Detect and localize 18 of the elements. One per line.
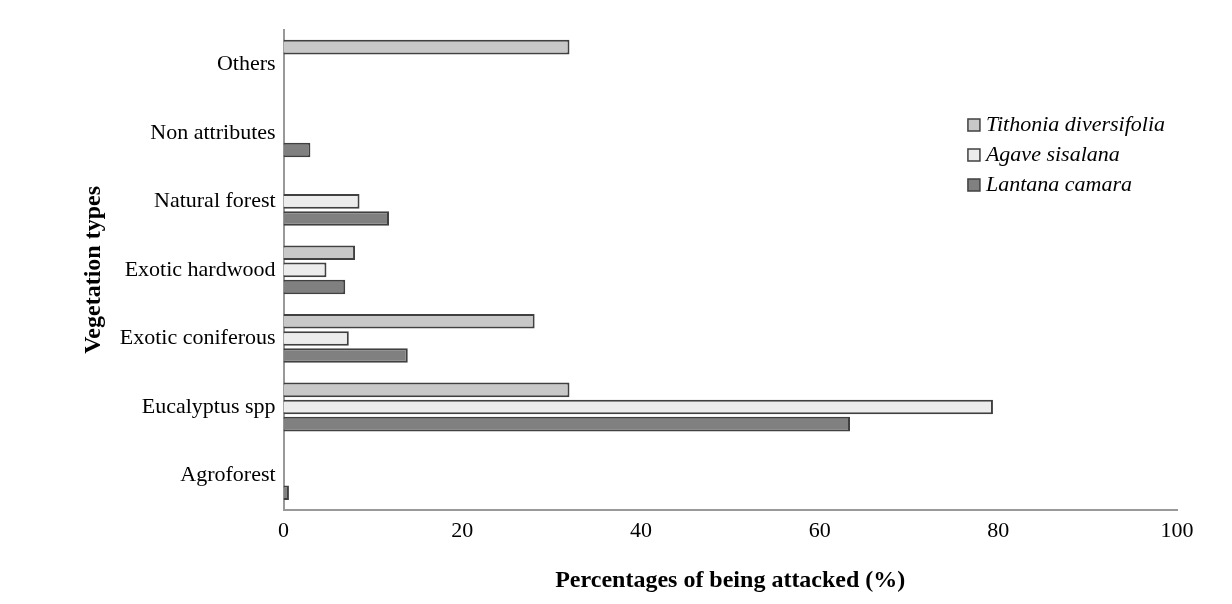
y-tick-label: Agroforest	[180, 461, 276, 487]
x-tick-label: 100	[1160, 516, 1194, 542]
y-tick-label: Others	[216, 50, 276, 76]
legend-label: Tithonia diversifolia	[985, 110, 1166, 136]
y-tick-label: Non attributes	[150, 118, 276, 144]
x-tick-label: 20	[451, 516, 474, 542]
x-tick-label: 0	[278, 516, 290, 542]
x-tick-label: 60	[808, 516, 831, 542]
x-tick-label: 40	[629, 516, 652, 542]
y-axis-title: Vegetation types	[78, 186, 105, 354]
y-tick-label: Exotic coniferous	[119, 324, 276, 350]
legend-label: Lantana camara	[984, 170, 1132, 196]
y-tick-label: Natural forest	[154, 187, 276, 213]
y-tick-label: Exotic hardwood	[124, 255, 276, 281]
legend-label: Agave sisalana	[983, 140, 1120, 166]
x-tick-label: 80	[987, 516, 1010, 542]
y-tick-label: Eucalyptus spp	[141, 392, 276, 418]
x-axis-title: Percentages of being attacked (%)	[555, 565, 906, 592]
